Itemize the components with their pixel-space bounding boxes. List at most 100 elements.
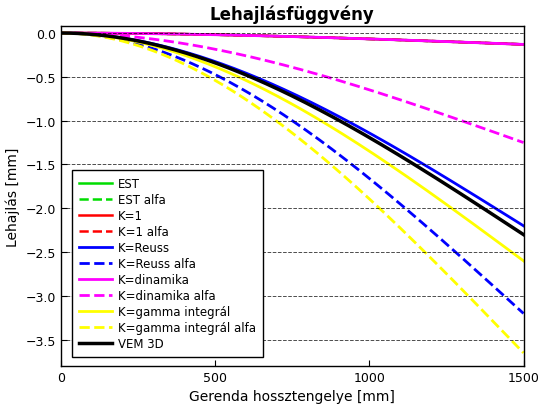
Line: K=gamma integrál alfa: K=gamma integrál alfa (61, 34, 524, 353)
K=dinamika (58, 31, 64, 36)
EST alfa (341, 36, 347, 41)
K=dinamika alfa (331, 78, 338, 83)
K=1 (341, 36, 347, 41)
K=dinamika (520, 43, 527, 48)
VEM 3D (331, 116, 338, 121)
EST (447, 40, 454, 45)
K=1 alfa (341, 36, 347, 41)
K=gamma integrál alfa (333, 167, 340, 172)
K=dinamika (331, 36, 338, 41)
Y-axis label: Lehajlás [mm]: Lehajlás [mm] (5, 147, 20, 246)
EST (341, 36, 347, 41)
K=dinamika (59, 31, 66, 36)
Line: K=dinamika alfa: K=dinamika alfa (61, 34, 524, 143)
K=1 alfa (333, 36, 340, 41)
Line: VEM 3D: VEM 3D (61, 34, 524, 235)
Title: Lehajlásfüggvény: Lehajlásfüggvény (210, 6, 374, 24)
K=Reuss (520, 224, 527, 229)
X-axis label: Gerenda hossztengelye [mm]: Gerenda hossztengelye [mm] (189, 389, 395, 403)
K=1 alfa (477, 41, 483, 46)
K=Reuss (447, 179, 454, 184)
Line: K=1 alfa: K=1 alfa (61, 34, 524, 45)
EST (331, 36, 338, 41)
K=Reuss alfa (58, 31, 64, 36)
K=Reuss (331, 112, 338, 117)
K=gamma integrál alfa (59, 31, 66, 36)
EST (58, 31, 64, 36)
K=gamma integrál alfa (520, 351, 527, 355)
K=dinamika alfa (520, 141, 527, 146)
K=gamma integrál alfa (341, 174, 347, 179)
K=Reuss (59, 31, 66, 36)
K=gamma integrál (341, 133, 347, 138)
K=Reuss alfa (520, 311, 527, 316)
K=Reuss alfa (331, 150, 338, 155)
Line: EST alfa: EST alfa (61, 34, 524, 45)
K=1 (447, 40, 454, 45)
K=gamma integrál alfa (331, 166, 338, 171)
K=dinamika alfa (477, 126, 483, 130)
K=Reuss alfa (333, 151, 340, 155)
K=gamma integrál (59, 31, 66, 36)
K=Reuss (341, 117, 347, 122)
K=dinamika alfa (333, 78, 340, 83)
K=gamma integrál alfa (58, 31, 64, 36)
K=gamma integrál (58, 31, 64, 36)
K=1 alfa (58, 31, 64, 36)
EST alfa (520, 43, 527, 48)
EST (59, 31, 66, 36)
K=gamma integrál (331, 127, 338, 132)
K=1 (331, 36, 338, 41)
K=Reuss alfa (59, 31, 66, 36)
K=dinamika (477, 41, 483, 46)
K=Reuss (477, 197, 483, 202)
K=dinamika alfa (58, 31, 64, 36)
VEM 3D (333, 117, 340, 122)
EST alfa (58, 31, 64, 36)
VEM 3D (341, 121, 347, 126)
Line: K=1: K=1 (61, 34, 524, 45)
K=gamma integrál (447, 206, 454, 211)
K=dinamika alfa (59, 31, 66, 36)
K=Reuss (333, 113, 340, 118)
Line: K=gamma integrál: K=gamma integrál (61, 34, 524, 261)
VEM 3D (520, 233, 527, 238)
K=1 alfa (331, 36, 338, 41)
K=gamma integrál (477, 227, 483, 232)
VEM 3D (58, 31, 64, 36)
EST alfa (477, 41, 483, 46)
K=1 (477, 41, 483, 46)
VEM 3D (477, 204, 483, 209)
K=1 (59, 31, 66, 36)
EST (520, 43, 527, 48)
EST alfa (331, 36, 338, 41)
EST alfa (447, 40, 454, 45)
K=dinamika alfa (447, 115, 454, 120)
K=gamma integrál alfa (477, 306, 483, 311)
K=gamma integrál alfa (447, 276, 454, 281)
EST alfa (333, 36, 340, 41)
K=dinamika (333, 36, 340, 41)
Line: K=dinamika: K=dinamika (61, 34, 524, 45)
K=Reuss alfa (447, 246, 454, 251)
K=Reuss alfa (341, 157, 347, 162)
K=dinamika alfa (341, 80, 347, 85)
Line: K=Reuss: K=Reuss (61, 34, 524, 226)
Line: EST: EST (61, 34, 524, 45)
K=1 (520, 43, 527, 48)
K=1 (58, 31, 64, 36)
Legend: EST, EST alfa, K=1, K=1 alfa, K=Reuss, K=Reuss alfa, K=dinamika, K=dinamika alfa: EST, EST alfa, K=1, K=1 alfa, K=Reuss, K… (71, 171, 263, 357)
EST (477, 41, 483, 46)
K=gamma integrál (520, 259, 527, 264)
K=gamma integrál (333, 128, 340, 133)
VEM 3D (59, 31, 66, 36)
K=1 alfa (520, 43, 527, 48)
K=1 alfa (447, 40, 454, 45)
VEM 3D (447, 186, 454, 191)
K=dinamika (341, 36, 347, 41)
K=1 alfa (59, 31, 66, 36)
Line: K=Reuss alfa: K=Reuss alfa (61, 34, 524, 314)
K=Reuss (58, 31, 64, 36)
K=Reuss alfa (477, 272, 483, 277)
EST alfa (59, 31, 66, 36)
